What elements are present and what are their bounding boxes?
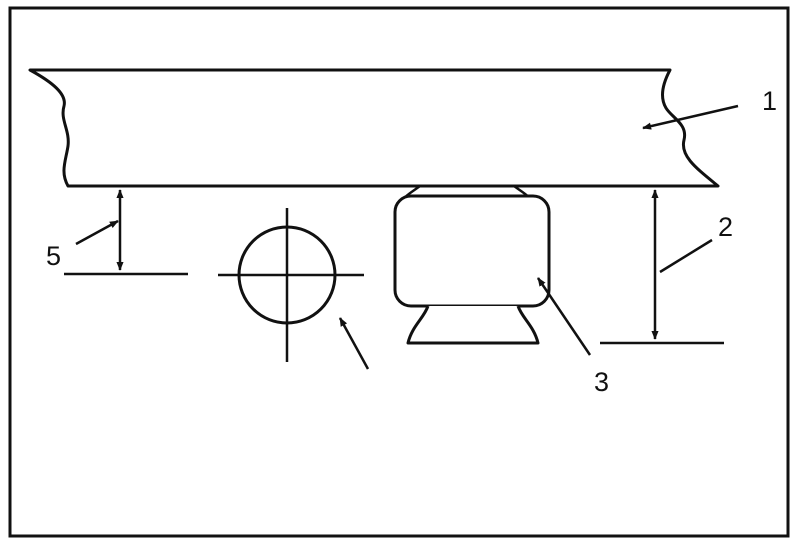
leader-line-axle xyxy=(338,317,370,370)
diagram-frame xyxy=(8,6,790,538)
frame-rail xyxy=(28,68,720,188)
leader-line-3 xyxy=(536,277,592,356)
leader-line-1 xyxy=(642,104,739,130)
leader-line-5 xyxy=(75,219,119,246)
callout-1: 1 xyxy=(762,86,777,116)
callout-2: 2 xyxy=(718,212,733,242)
callout-5: 5 xyxy=(46,241,61,271)
callout-3: 3 xyxy=(594,367,609,397)
air-spring xyxy=(393,184,551,345)
leader-line-2 xyxy=(659,238,713,274)
axle-centerline-symbol xyxy=(218,208,364,362)
